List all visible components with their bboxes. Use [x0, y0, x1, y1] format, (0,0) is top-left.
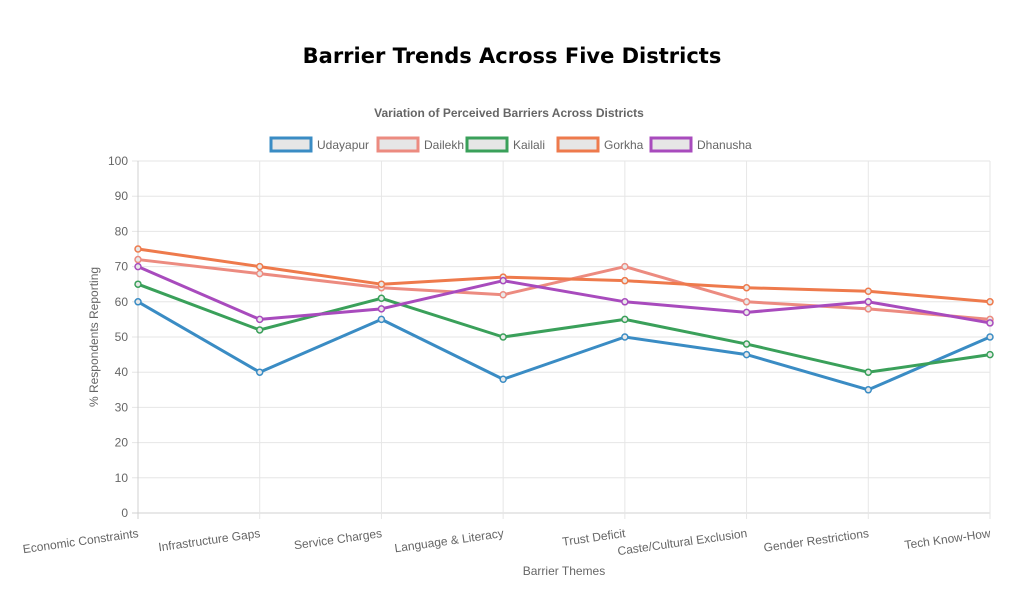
y-tick-label: 60: [115, 295, 129, 309]
y-tick-label: 70: [115, 260, 129, 274]
grid: [132, 160, 991, 519]
data-point[interactable]: [377, 294, 386, 303]
data-point[interactable]: [742, 283, 751, 292]
series-line: [137, 258, 991, 321]
y-tick-label: 50: [115, 330, 129, 344]
data-point[interactable]: [864, 368, 873, 376]
legend-item-udayapur[interactable]: Udayapur: [269, 136, 369, 153]
y-tick-label: 30: [115, 400, 129, 414]
x-tick-label: Caste/Cultural Exclusion: [617, 526, 748, 558]
series-line: [137, 265, 991, 325]
data-point[interactable]: [986, 350, 994, 359]
y-tick-label: 20: [115, 436, 129, 450]
x-tick-label: Infrastructure Gaps: [157, 526, 261, 554]
legend-swatch: [376, 136, 420, 153]
y-tick-label: 80: [115, 224, 129, 238]
data-point[interactable]: [742, 340, 751, 348]
legend-label: Dailekh: [424, 138, 464, 152]
data-point[interactable]: [134, 255, 142, 264]
legend-label: Kailali: [513, 138, 545, 152]
data-point[interactable]: [499, 276, 507, 285]
data-point[interactable]: [621, 333, 629, 341]
legend-label: Dhanusha: [697, 138, 752, 152]
data-point[interactable]: [742, 308, 751, 317]
data-point[interactable]: [255, 269, 264, 278]
series-group: [134, 245, 994, 394]
series-udayapur: [134, 298, 994, 394]
x-tick-label: Economic Constraints: [22, 526, 140, 556]
y-axis-ticks: 0 10 20 30 40 50 60 70 80 90 100: [108, 154, 128, 520]
legend-item-dhanusha[interactable]: Dhanusha: [649, 136, 752, 153]
data-point[interactable]: [499, 291, 507, 299]
data-point[interactable]: [255, 315, 264, 324]
x-tick-label: Service Charges: [293, 526, 383, 552]
data-point[interactable]: [134, 262, 142, 271]
x-axis-ticks: Economic Constraints Infrastructure Gaps S…: [22, 526, 992, 558]
data-point[interactable]: [621, 298, 629, 306]
data-point[interactable]: [864, 386, 873, 394]
data-point[interactable]: [621, 276, 629, 285]
legend: Udayapur Dailekh Kailali Gorkha Dhanusha: [269, 136, 752, 153]
data-point[interactable]: [864, 287, 873, 295]
data-point[interactable]: [742, 350, 751, 359]
chart-title: Variation of Perceived Barriers Across D…: [374, 106, 644, 120]
x-tick-label: Gender Restrictions: [763, 526, 870, 555]
data-point[interactable]: [621, 262, 629, 271]
data-point[interactable]: [864, 298, 873, 306]
data-point[interactable]: [255, 368, 264, 376]
series-kailali: [134, 280, 994, 376]
page-title: Barrier Trends Across Five Districts: [302, 44, 722, 68]
data-point[interactable]: [742, 298, 751, 306]
series-line: [137, 300, 991, 392]
data-point[interactable]: [986, 319, 994, 327]
data-point[interactable]: [377, 280, 386, 288]
y-axis-label: % Respondents Reporting: [87, 267, 101, 407]
data-point[interactable]: [499, 375, 507, 383]
data-point[interactable]: [377, 305, 386, 313]
series-line: [137, 247, 991, 304]
data-point[interactable]: [986, 298, 994, 306]
data-point[interactable]: [255, 262, 264, 271]
y-tick-label: 90: [115, 189, 129, 203]
data-point[interactable]: [134, 245, 142, 253]
legend-label: Udayapur: [317, 138, 369, 152]
legend-label: Gorkha: [604, 138, 644, 152]
data-point[interactable]: [255, 326, 264, 334]
x-tick-label: Language & Literacy: [394, 526, 505, 555]
y-tick-label: 10: [115, 471, 129, 485]
series-dhanusha: [134, 262, 994, 327]
data-point[interactable]: [134, 298, 142, 306]
data-point[interactable]: [377, 315, 386, 324]
legend-item-dailekh[interactable]: Dailekh: [376, 136, 464, 153]
data-point[interactable]: [134, 280, 142, 288]
data-point[interactable]: [864, 305, 873, 313]
legend-item-kailali[interactable]: Kailali: [465, 136, 545, 153]
legend-swatch: [269, 136, 313, 153]
series-line: [137, 282, 991, 374]
x-axis-label: Barrier Themes: [523, 564, 605, 578]
data-point[interactable]: [621, 315, 629, 324]
y-tick-label: 100: [108, 154, 128, 168]
legend-swatch: [465, 136, 509, 153]
legend-item-gorkha[interactable]: Gorkha: [556, 136, 644, 153]
data-point[interactable]: [499, 333, 507, 341]
y-tick-label: 40: [115, 365, 129, 379]
data-point[interactable]: [986, 333, 994, 341]
x-tick-label: Tech Know-How: [904, 526, 992, 552]
legend-swatch: [649, 136, 693, 153]
legend-swatch: [556, 136, 600, 153]
y-tick-label: 0: [121, 506, 128, 520]
